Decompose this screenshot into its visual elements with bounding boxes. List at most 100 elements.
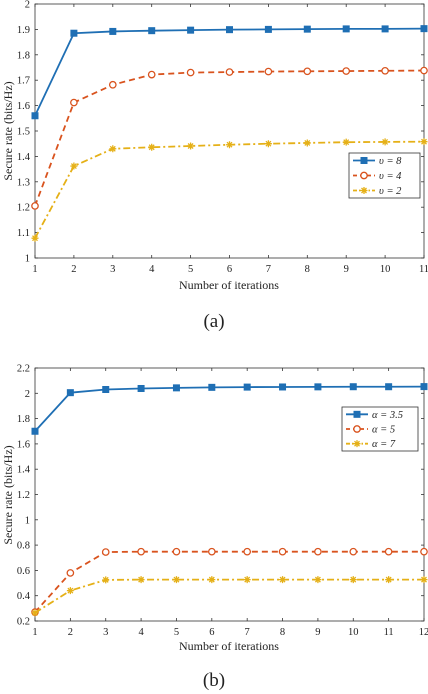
y-axis-label: Secure rate (bits/Hz)	[1, 445, 15, 544]
data-point	[264, 140, 272, 148]
data-point	[420, 383, 428, 391]
data-point	[147, 70, 156, 79]
series-0	[31, 25, 428, 120]
y-tick-label: 1.4	[17, 152, 31, 163]
legend: α = 3.5 α = 5 α = 7	[341, 406, 419, 452]
series-line	[34, 385, 425, 432]
data-point	[109, 145, 117, 153]
data-point	[381, 138, 389, 146]
data-point	[342, 67, 351, 75]
legend: υ = 8 υ = 4 υ = 2	[348, 152, 421, 199]
x-tick-label: 5	[174, 627, 179, 638]
series-0	[31, 383, 428, 435]
data-point	[137, 547, 145, 556]
data-point	[349, 547, 358, 556]
data-point	[31, 234, 39, 242]
series-1	[31, 547, 428, 616]
data-point	[349, 383, 357, 391]
data-point	[172, 384, 180, 392]
x-tick-label: 12	[419, 627, 428, 638]
x-tick-label: 4	[149, 264, 155, 275]
y-tick-label: 1.9	[17, 25, 30, 36]
data-point	[66, 569, 75, 577]
data-point	[187, 26, 195, 34]
y-tick-label: 1.8	[17, 414, 30, 425]
y-tick-label: 0.2	[17, 617, 30, 628]
y-tick-label: 2.2	[17, 364, 30, 375]
y-tick-label: 1.4	[17, 465, 31, 476]
y-tick-label: 2	[25, 389, 30, 400]
x-axis-label: Number of iterations	[179, 639, 279, 653]
data-point	[225, 68, 234, 76]
y-tick-label: 1.6	[17, 101, 30, 112]
y-tick-label: 1	[25, 515, 30, 526]
data-point	[381, 25, 389, 33]
data-point	[226, 26, 233, 34]
data-point	[279, 576, 287, 584]
data-point	[243, 547, 252, 556]
series-1	[31, 66, 428, 210]
y-tick-label: 1.2	[17, 490, 30, 501]
y-tick-label: 2	[25, 0, 30, 11]
data-point	[70, 98, 78, 107]
x-tick-label: 9	[315, 627, 320, 638]
data-point	[207, 547, 216, 556]
data-point	[303, 139, 311, 147]
data-point	[384, 547, 393, 556]
y-tick-label: 1.7	[17, 76, 30, 87]
data-point	[66, 587, 74, 595]
data-point	[148, 143, 156, 151]
data-point	[349, 576, 357, 584]
x-tick-label: 8	[305, 264, 310, 275]
y-tick-label: 1.1	[17, 228, 30, 239]
x-tick-label: 3	[110, 264, 115, 275]
data-point	[137, 384, 145, 392]
legend-marker	[353, 425, 361, 433]
data-point	[314, 576, 322, 584]
legend-label: α = 7	[372, 439, 396, 450]
y-tick-label: 0.8	[17, 541, 30, 552]
series-2	[31, 576, 428, 617]
data-point	[303, 67, 312, 76]
figure-caption: (b)	[203, 670, 225, 691]
data-point	[420, 547, 428, 556]
y-tick-label: 0.6	[17, 566, 30, 577]
legend-marker	[360, 187, 368, 194]
x-tick-label: 2	[71, 264, 76, 275]
x-tick-label: 10	[380, 264, 391, 275]
y-axis-label: Secure rate (bits/Hz)	[1, 81, 15, 180]
data-point	[186, 68, 195, 77]
data-point	[420, 66, 428, 75]
data-point	[381, 66, 389, 75]
data-point	[208, 383, 216, 391]
x-tick-label: 9	[344, 264, 349, 275]
data-point	[31, 427, 39, 435]
data-point	[172, 547, 181, 556]
data-point	[109, 27, 117, 35]
data-point	[31, 202, 39, 210]
data-point	[101, 548, 110, 556]
x-tick-label: 11	[419, 264, 428, 275]
x-tick-label: 8	[280, 627, 285, 638]
data-point	[279, 383, 287, 391]
x-tick-label: 3	[103, 627, 108, 638]
y-tick-label: 1.2	[17, 203, 30, 214]
x-tick-label: 1	[32, 627, 37, 638]
data-point	[31, 609, 39, 617]
series-line	[34, 550, 424, 613]
legend-label: υ = 2	[379, 186, 402, 197]
y-tick-label: 1	[25, 254, 30, 265]
data-point	[278, 547, 287, 556]
x-tick-label: 6	[209, 627, 214, 638]
data-point	[314, 383, 322, 391]
legend-marker	[360, 171, 368, 180]
data-point	[148, 27, 156, 35]
data-point	[385, 576, 393, 584]
data-point	[342, 138, 350, 146]
data-point	[264, 67, 273, 76]
data-point	[187, 142, 195, 150]
data-point	[208, 576, 216, 584]
legend-marker	[353, 440, 361, 448]
data-point	[420, 576, 428, 584]
